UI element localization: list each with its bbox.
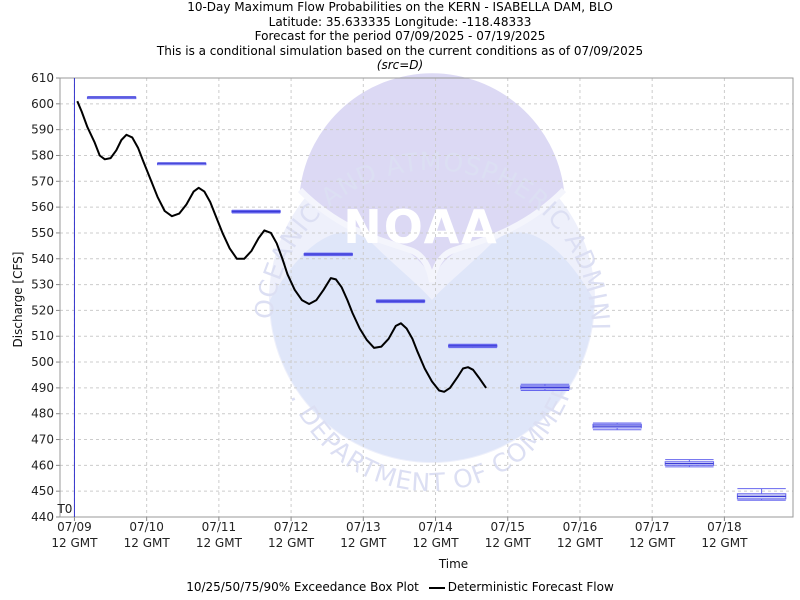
exceedance-box [736,488,787,501]
noaa-watermark: NATIONAL OCEANIC AND ATMOSPHERIC ADMINIS… [0,0,614,497]
y-tick-label: 510 [31,329,54,343]
noaa-seal-upper [300,73,564,281]
exceedance-box [231,209,281,214]
x-tick-label-date: 07/13 [346,520,381,534]
exceedance-box [86,96,137,100]
chart-location: Latitude: 35.633335 Longitude: -118.4833… [268,14,532,29]
chart-titles: 10-Day Maximum Flow Probabilities on the… [0,0,800,73]
y-tick-label: 480 [31,407,54,421]
exceedance-box [592,422,642,431]
x-tick-label-time: 12 GMT [51,536,98,550]
x-tick-label-time: 12 GMT [701,536,748,550]
noaa-seal-lower [270,232,594,462]
x-tick-label-date: 07/10 [129,520,164,534]
x-tick-label-time: 12 GMT [557,536,604,550]
x-tick-label-date: 07/16 [563,520,598,534]
y-tick-label: 500 [31,355,54,369]
exceedance-box [664,459,715,468]
y-tick-label: 560 [31,200,54,214]
y-axis-label: Discharge [CFS] [11,252,25,348]
x-tick-label-date: 07/09 [57,520,92,534]
x-tick-label-time: 12 GMT [124,536,171,550]
legend-boxplot-label: 10/25/50/75/90% Exceedance Box Plot [186,580,419,594]
x-tick-label-date: 07/17 [635,520,670,534]
y-tick-label: 470 [31,433,54,447]
exceedance-box [156,162,207,166]
noaa-seal-gull [297,187,567,283]
x-tick-label-date: 07/18 [707,520,742,534]
y-tick-label: 550 [31,226,54,240]
legend: 10/25/50/75/90% Exceedance Box Plot Dete… [0,580,800,594]
x-tick-label-time: 12 GMT [268,536,315,550]
chart-title: 10-Day Maximum Flow Probabilities on the… [187,0,613,14]
chart-source: (src=D) [376,58,424,72]
x-axis-label: Time [438,557,468,571]
x-tick-label-time: 12 GMT [485,536,532,550]
exceedance-box [448,343,498,349]
y-tick-label: 520 [31,303,54,317]
y-tick-label: 590 [31,123,54,137]
plot-frame [59,77,794,518]
y-tick-label: 540 [31,252,54,266]
y-tick-label: 450 [31,484,54,498]
y-tick-label: 570 [31,174,54,188]
y-tick-label: 490 [31,381,54,395]
y-tick-label: 530 [31,278,54,292]
y-tick-label: 610 [31,71,54,85]
x-tick-label-time: 12 GMT [412,536,459,550]
x-tick-label-date: 07/14 [418,520,453,534]
x-tick-label-time: 12 GMT [196,536,243,550]
series-line-deterministic [76,100,487,393]
legend-line-swatch [428,586,445,589]
y-tick-label: 460 [31,458,54,472]
exceedance-box [520,383,570,391]
chart-period: Forecast for the period 07/09/2025 - 07/… [254,29,546,43]
y-tick-label: 440 [31,510,54,524]
x-tick-label-date: 07/12 [274,520,309,534]
chart-note: This is a conditional simulation based o… [156,43,644,58]
y-tick-label: 580 [31,148,54,162]
legend-line-label: Deterministic Forecast Flow [447,580,614,594]
x-tick-label-date: 07/15 [490,520,525,534]
exceedance-box [375,299,426,304]
x-tick-label-time: 12 GMT [340,536,387,550]
x-tick-label-time: 12 GMT [629,536,676,550]
x-tick-label-date: 07/11 [202,520,237,534]
watermark-center: NOAA [343,200,499,254]
y-tick-label: 600 [31,97,54,111]
exceedance-box [303,252,353,257]
t0-label: T0 [56,502,72,516]
